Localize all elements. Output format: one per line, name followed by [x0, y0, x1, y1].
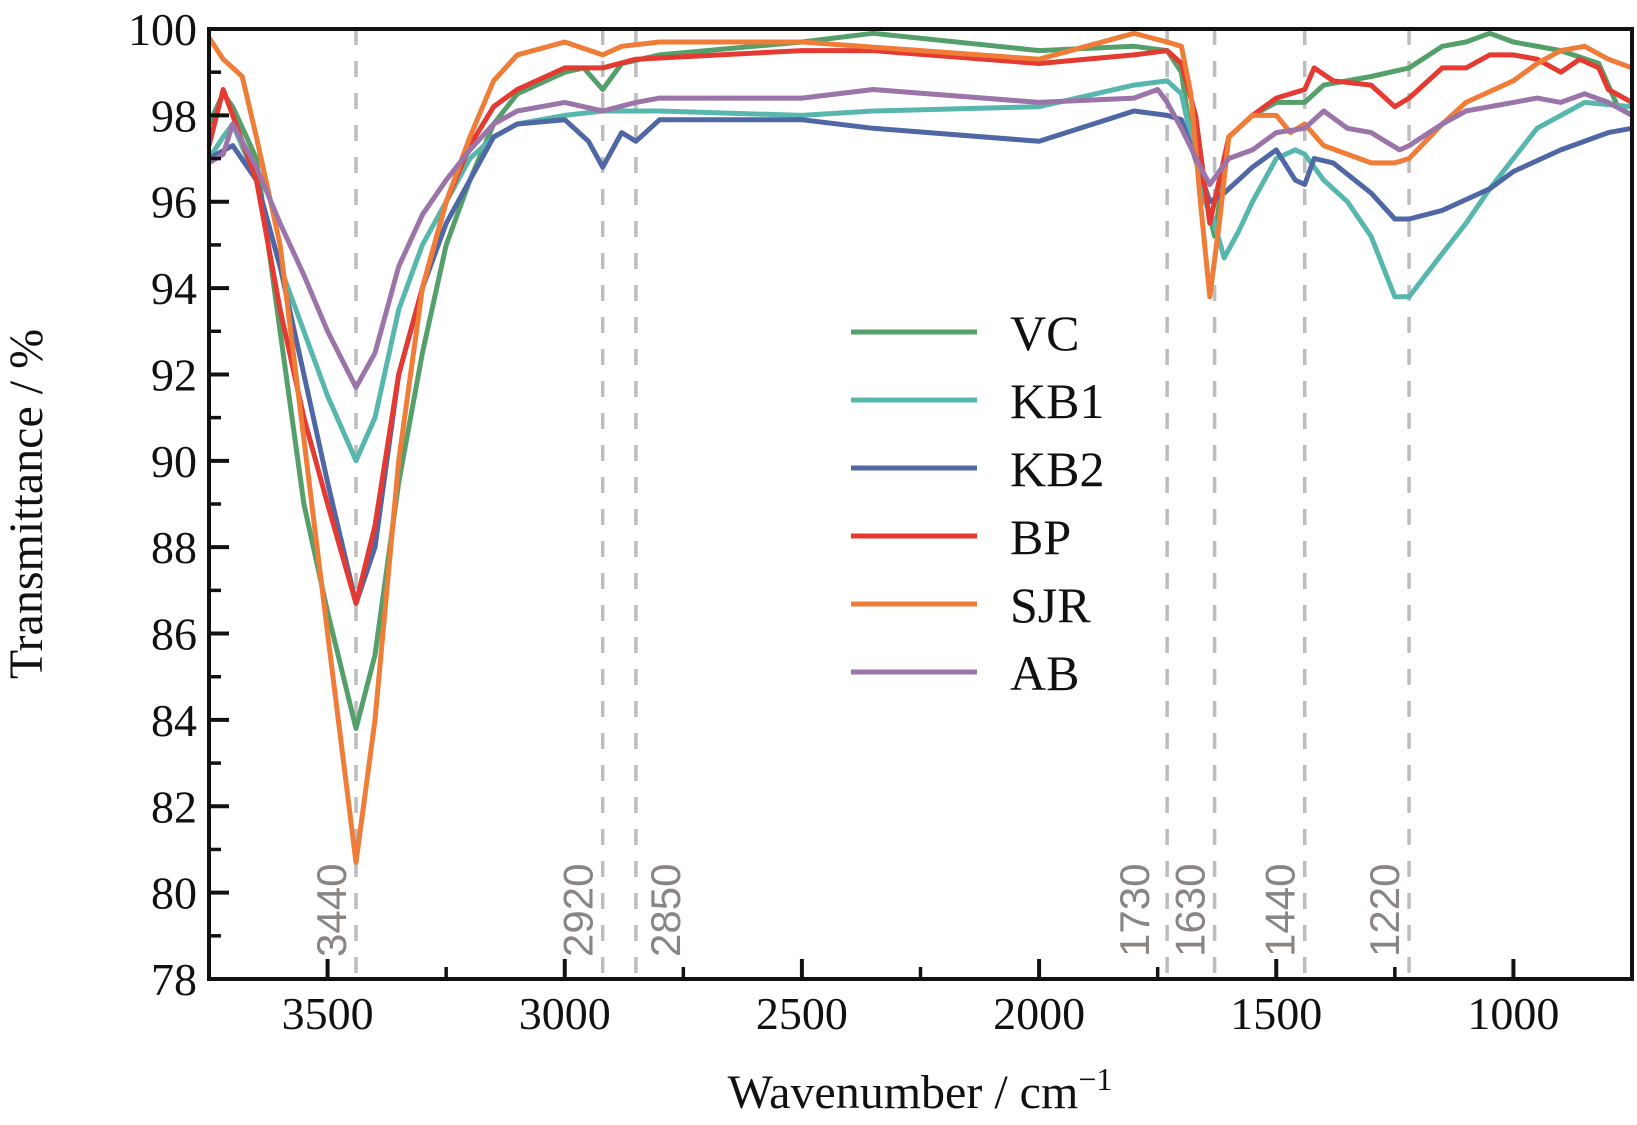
x-tick-label: 2500: [756, 988, 848, 1039]
legend-label-sjr: SJR: [1010, 577, 1091, 633]
y-axis-title: Transmittance / %: [0, 329, 53, 679]
reference-label-2920: 2920: [555, 864, 602, 957]
y-tick-label: 80: [151, 868, 197, 919]
reference-label-3440: 3440: [308, 864, 355, 957]
y-tick-label: 82: [151, 781, 197, 832]
legend-label-bp: BP: [1010, 509, 1071, 565]
y-tick-label: 96: [151, 177, 197, 228]
x-axis-title: Wavenumber / cm−1: [728, 1061, 1113, 1119]
x-axis-title-text: Wavenumber / cm: [728, 1066, 1079, 1119]
series-group: [206, 30, 1634, 865]
y-tick-label: 98: [151, 90, 197, 141]
reference-label-1220: 1220: [1361, 864, 1408, 957]
legend-label-kb1: KB1: [1010, 373, 1104, 429]
x-tick-label: 3500: [282, 988, 374, 1039]
x-tick-label: 3000: [519, 988, 611, 1039]
series-line-bp: [206, 48, 1634, 606]
series-line-sjr: [206, 30, 1633, 865]
y-tick-label: 88: [151, 522, 197, 573]
x-tick-label: 1500: [1230, 988, 1322, 1039]
legend-label-kb2: KB2: [1010, 441, 1104, 497]
y-tick-label: 92: [151, 349, 197, 400]
series-line-kb2: [207, 108, 1633, 606]
y-tick-label: 84: [151, 695, 197, 746]
x-axis-title-superscript: −1: [1078, 1061, 1112, 1097]
series-line-vc: [206, 30, 1634, 731]
axis-ticks: 3500 3000 2500 2000 1500 1000 78 80 82 84 86 88 90 92…: [128, 4, 1634, 1039]
reference-label-1730: 1730: [1111, 864, 1158, 957]
legend: VC KB1 KB2 BP SJR AB: [851, 305, 1104, 701]
reference-lines: 3440 2920 2850 1730 1630 1440 1220: [308, 29, 1411, 979]
reference-label-1440: 1440: [1257, 864, 1304, 957]
series-line-ab: [207, 87, 1634, 390]
plot-frame: [207, 27, 1634, 981]
y-tick-label: 90: [151, 436, 197, 487]
x-tick-label: 2000: [993, 988, 1085, 1039]
series-line-kb1: [206, 78, 1633, 464]
x-tick-label: 1000: [1467, 988, 1559, 1039]
legend-label-vc: VC: [1010, 305, 1079, 361]
y-tick-label: 100: [128, 4, 197, 55]
reference-label-1630: 1630: [1167, 864, 1214, 957]
y-tick-label: 78: [151, 954, 197, 1005]
reference-label-2850: 2850: [642, 864, 689, 957]
y-tick-label: 86: [151, 609, 197, 660]
y-tick-label: 94: [151, 263, 197, 314]
legend-label-ab: AB: [1010, 645, 1079, 701]
